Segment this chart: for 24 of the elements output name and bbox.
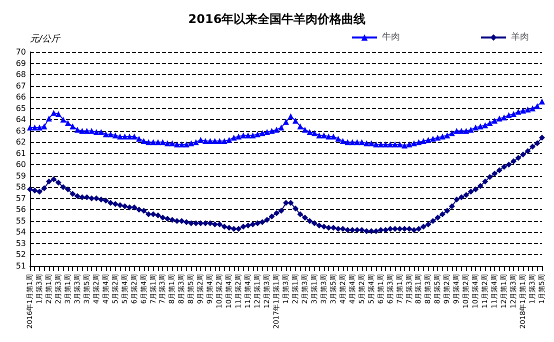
y-tick-label: 64 bbox=[16, 115, 26, 124]
legend-label: 牛肉 bbox=[382, 32, 400, 42]
y-tick-label: 54 bbox=[16, 228, 26, 237]
y-tick-label: 59 bbox=[16, 171, 26, 180]
y-tick-label: 68 bbox=[16, 70, 26, 80]
legend-label: 羊肉 bbox=[511, 32, 529, 42]
y-tick-label: 67 bbox=[16, 81, 26, 90]
y-axis-title: 元/公斤 bbox=[30, 34, 62, 44]
y-tick-label: 69 bbox=[16, 58, 26, 68]
y-tick-label: 52 bbox=[16, 250, 26, 260]
y-tick-label: 70 bbox=[16, 48, 26, 56]
y-tick-label: 51 bbox=[16, 262, 26, 270]
y-tick-label: 55 bbox=[16, 216, 26, 226]
y-tick-label: 63 bbox=[16, 126, 26, 136]
y-tick-label: 62 bbox=[16, 138, 26, 147]
y-tick-label: 56 bbox=[16, 205, 26, 214]
y-tick-label: 58 bbox=[16, 182, 26, 192]
y-tick-label: 66 bbox=[16, 92, 26, 102]
y-tick-label: 65 bbox=[16, 104, 26, 113]
y-tick-label: 57 bbox=[16, 194, 26, 203]
y-tick-label: 53 bbox=[16, 238, 26, 248]
chart-title: 2016年以来全国牛羊肉价格曲线 bbox=[188, 12, 366, 26]
y-tick-label: 60 bbox=[16, 160, 26, 170]
y-tick-label: 61 bbox=[16, 148, 26, 158]
